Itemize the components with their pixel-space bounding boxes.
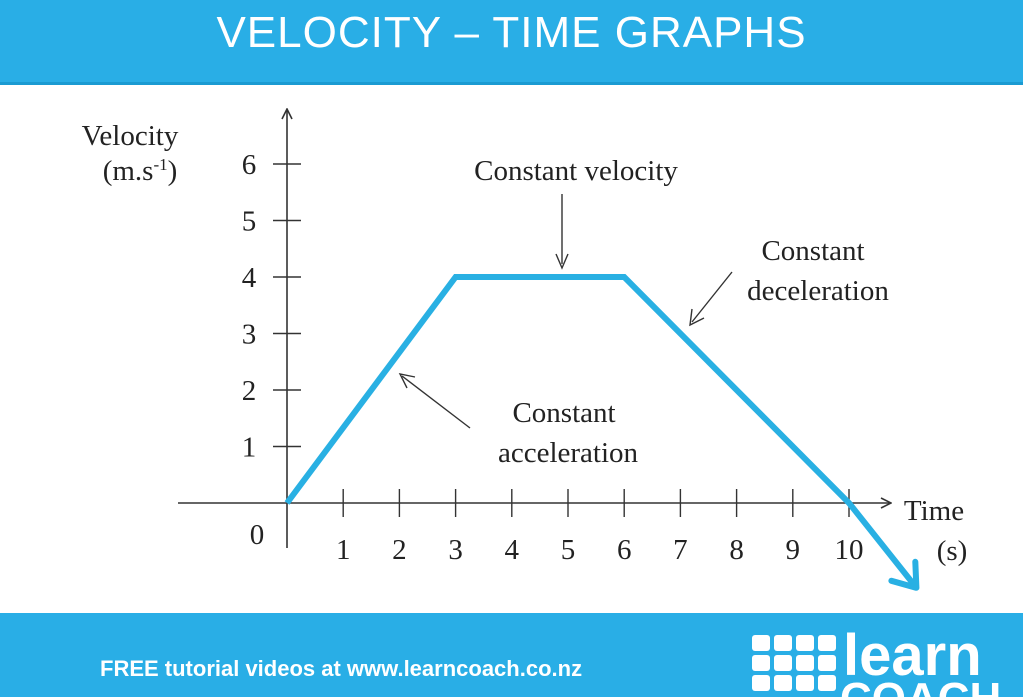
y-axis-unit-close: ) (168, 155, 178, 187)
annotation-arrow-constant-acceleration (401, 375, 471, 429)
annotation-arrowhead-constant-velocity (555, 253, 569, 270)
origin-label: 0 (250, 519, 265, 551)
title-banner: VELOCITY – TIME GRAPHS (0, 0, 1023, 85)
logo-grid-icon (752, 635, 838, 697)
page-title: VELOCITY – TIME GRAPHS (216, 8, 807, 57)
x-tick-label: 2 (392, 534, 407, 566)
annotation-arrow-constant-deceleration (691, 271, 733, 323)
x-tick-label: 3 (448, 534, 463, 566)
x-tick-label: 9 (786, 534, 801, 566)
x-tick-label: 6 (617, 534, 632, 566)
logo-text-coach: COACH (840, 677, 1001, 697)
velocity-series-arrowhead (888, 558, 920, 591)
x-tick-label: 1 (336, 534, 351, 566)
y-axis-label-line1: Velocity (82, 120, 179, 152)
y-axis-unit-exponent: -1 (153, 155, 167, 174)
x-tick-group: 1 2 3 4 5 6 7 8 9 10 (336, 489, 864, 566)
y-tick-label: 6 (242, 149, 257, 181)
y-tick-label: 4 (242, 262, 257, 294)
y-tick-label: 2 (242, 375, 257, 407)
footer-banner: FREE tutorial videos at www.learncoach.c… (0, 613, 1023, 697)
y-axis-unit: (m.s (103, 155, 154, 187)
y-axis-label-line2: (m.s-1) (103, 155, 178, 187)
y-tick-group: 1 2 3 4 5 6 (242, 149, 301, 464)
annotation-constant-deceleration-line2: deceleration (747, 275, 889, 307)
x-tick-label: 8 (729, 534, 744, 566)
y-tick-label: 3 (242, 319, 257, 351)
y-tick-label: 5 (242, 206, 257, 238)
x-tick-label: 10 (835, 534, 864, 566)
y-tick-label: 1 (242, 432, 257, 464)
velocity-series-line (284, 274, 919, 590)
annotation-constant-deceleration-line1: Constant (761, 235, 864, 267)
x-tick-label: 7 (673, 534, 688, 566)
annotation-constant-velocity: Constant velocity (474, 155, 678, 187)
x-tick-label: 4 (505, 534, 520, 566)
annotation-constant-acceleration-line2: acceleration (498, 437, 639, 469)
logo-text-learn: learn (843, 623, 982, 688)
annotation-constant-acceleration-line1: Constant (512, 397, 615, 429)
footer-tagline: FREE tutorial videos at www.learncoach.c… (100, 656, 583, 681)
x-axis-label-line1: Time (904, 495, 964, 527)
x-axis-label-line2: (s) (937, 535, 968, 567)
annotation-arrowhead-constant-deceleration (689, 308, 705, 327)
annotation-arrowhead-constant-acceleration (398, 373, 416, 389)
x-tick-label: 5 (561, 534, 576, 566)
